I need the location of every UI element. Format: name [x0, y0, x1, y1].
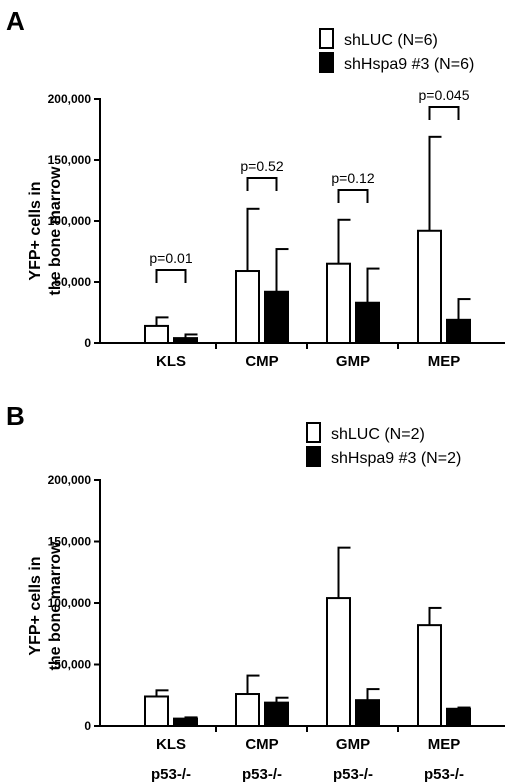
panel-a-ytick-label: 150,000 — [48, 153, 92, 167]
panel-b-bar — [446, 707, 471, 728]
panel-a-bar — [355, 301, 380, 344]
panel-a-pvalue-label: p=0.52 — [240, 158, 283, 174]
panel-b-letter: B — [6, 401, 25, 431]
panel-a: A YFP+ cells in the bone marrow shLUC (N… — [6, 6, 505, 370]
panel-b-category-label: CMP — [245, 736, 278, 753]
panel-a-legend-label-2: shHspa9 #3 (N=6) — [344, 56, 474, 73]
panel-a-category-label: MEP — [428, 353, 461, 370]
panel-a-bar — [446, 318, 471, 345]
panel-a-ytick-label: 100,000 — [48, 214, 92, 228]
panel-b-legend-swatch-2 — [306, 446, 321, 467]
panel-a-legend-swatch-1 — [319, 28, 334, 49]
panel-b-category-label: KLS — [156, 736, 186, 753]
panel-b-ytick-label: 0 — [84, 719, 91, 733]
panel-b-category-sublabel: p53-/- — [424, 766, 464, 783]
panel-a-category-label: GMP — [336, 353, 370, 370]
panel-a-category-label: KLS — [156, 353, 186, 370]
panel-b: B YFP+ cells in the bone marrow shLUC (N… — [6, 401, 505, 783]
panel-b-category-label: MEP — [428, 736, 461, 753]
panel-a-plot: 0 50,000 100,000 150,000 200,000 KLS p=0.01 CMP… — [48, 87, 505, 370]
panel-a-bar — [235, 270, 260, 344]
panel-b-bar — [417, 624, 442, 728]
panel-b-ytick-label: 200,000 — [48, 473, 92, 487]
panel-b-bar — [326, 597, 351, 728]
panel-a-legend-swatch-2 — [319, 52, 334, 73]
panel-a-ytick-label: 200,000 — [48, 92, 92, 106]
panel-b-category-sublabel: p53-/- — [151, 766, 191, 783]
panel-b-legend-label-2: shHspa9 #3 (N=2) — [331, 450, 461, 467]
panel-a-pvalue-label: p=0.12 — [331, 170, 374, 186]
panel-b-ytick-label: 150,000 — [48, 535, 92, 549]
panel-a-ytick-label: 0 — [84, 336, 91, 350]
panel-a-bar — [264, 290, 289, 345]
panel-a-letter: A — [6, 6, 25, 36]
panel-b-legend-label-1: shLUC (N=2) — [331, 426, 425, 443]
panel-a-legend: shLUC (N=6) shHspa9 #3 (N=6) — [319, 28, 474, 73]
panel-a-bar — [326, 262, 351, 345]
panel-b-bar — [264, 701, 289, 728]
panel-a-significance-bracket — [428, 106, 460, 120]
panel-a-ylabel-line1: YFP+ cells in — [27, 181, 44, 280]
panel-b-ylabel-line2: the bone marrow — [47, 541, 64, 670]
panel-a-significance-bracket — [155, 269, 187, 283]
panel-a-significance-bracket — [246, 177, 278, 191]
panel-a-ytick-label: 50,000 — [54, 275, 91, 289]
panel-b-bar — [355, 699, 380, 727]
panel-b-category-sublabel: p53-/- — [333, 766, 373, 783]
panel-a-bar — [173, 337, 198, 344]
panel-a-bar — [417, 229, 442, 344]
panel-a-significance-bracket — [337, 189, 369, 203]
panel-b-ytick-label: 100,000 — [48, 596, 92, 610]
panel-a-legend-label-1: shLUC (N=6) — [344, 32, 438, 49]
panel-a-category-label: CMP — [245, 353, 278, 370]
panel-b-category-label: GMP — [336, 736, 370, 753]
panel-b-category-sublabel: p53-/- — [242, 766, 282, 783]
panel-a-bar — [144, 324, 169, 345]
panel-b-bar — [173, 717, 198, 727]
panel-b-ylabel-line1: YFP+ cells in — [27, 556, 44, 655]
panel-b-bar — [235, 693, 260, 728]
panel-b-ytick-label: 50,000 — [54, 658, 91, 672]
panel-b-legend-swatch-1 — [306, 422, 321, 443]
panel-b-bar — [144, 695, 169, 727]
panel-b-legend: shLUC (N=2) shHspa9 #3 (N=2) — [306, 422, 461, 467]
panel-a-pvalue-label: p=0.045 — [419, 87, 470, 103]
panel-a-pvalue-label: p=0.01 — [149, 250, 192, 266]
panel-b-plot: 0 50,000 100,000 150,000 200,000 KLS p53-/- CMP… — [48, 473, 505, 783]
panel-a-ylabel-line2: the bone marrow — [47, 166, 64, 295]
